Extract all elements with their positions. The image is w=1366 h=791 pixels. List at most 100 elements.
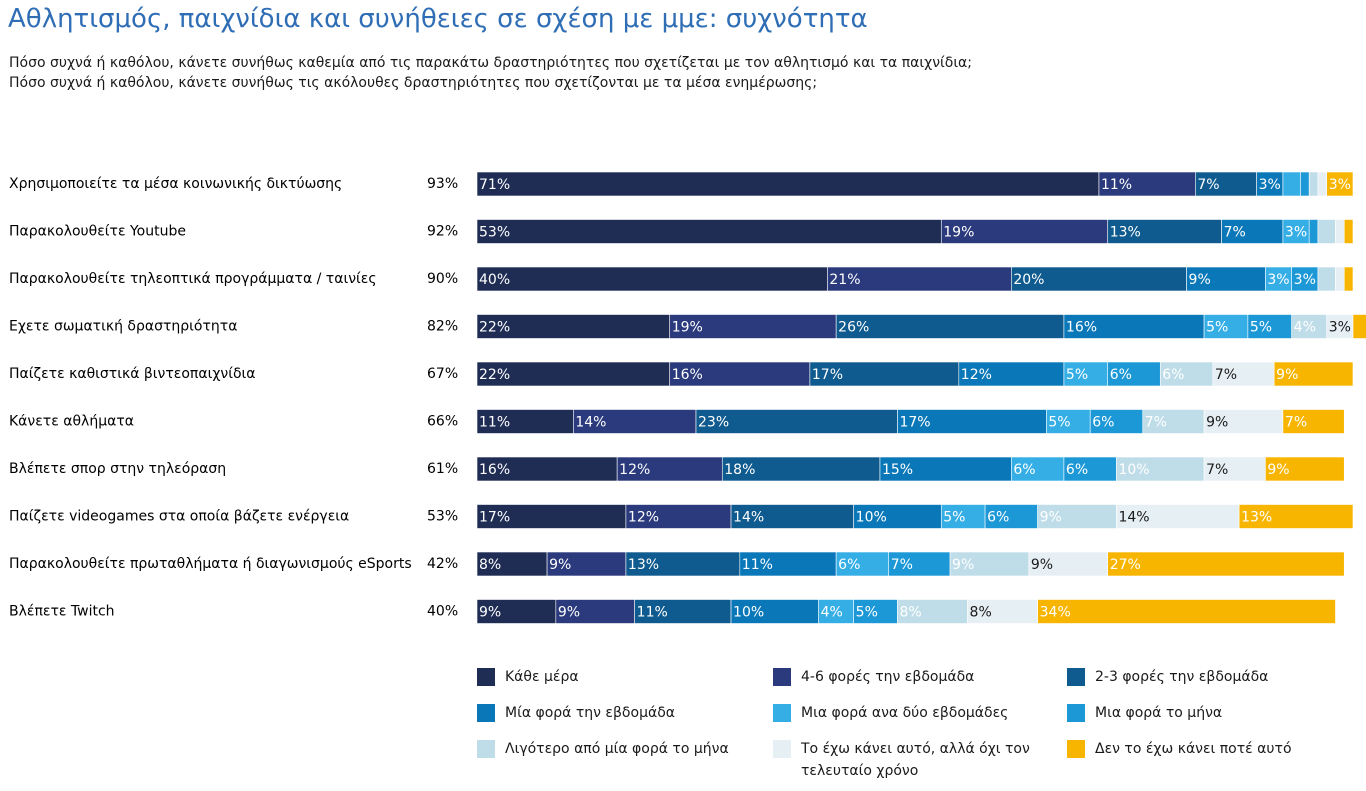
data-label: 5%	[943, 510, 965, 526]
legend-label: 4-6 φορές την εβδομάδα	[801, 669, 975, 685]
data-label: 9%	[479, 605, 501, 621]
bar-segment	[1107, 551, 1345, 577]
data-label: 12%	[628, 510, 659, 526]
bar-segment	[1089, 409, 1144, 434]
data-label: 4%	[1294, 320, 1316, 336]
data-label: 10%	[1118, 462, 1149, 478]
bar-segment	[555, 599, 635, 624]
data-label: 3%	[1267, 272, 1289, 288]
data-label: 27%	[1110, 557, 1141, 573]
data-label: 11%	[479, 415, 510, 431]
bar-segment	[1317, 219, 1336, 244]
category-label: Χρησιμοποιείτε τα μέσα κοινωνικής δικτύω…	[9, 176, 342, 192]
data-label: 10%	[856, 510, 887, 526]
data-label: 12%	[961, 367, 992, 383]
legend-item: 2-3 φορές την εβδομάδα	[1067, 666, 1357, 688]
bar-segment	[721, 456, 881, 482]
data-label: 14%	[1118, 510, 1149, 526]
data-label: 13%	[1241, 510, 1272, 526]
total-label: 90%	[427, 271, 458, 287]
data-label: 17%	[899, 415, 930, 431]
bar-segment	[1282, 219, 1310, 244]
category-label: Παρακολουθείτε τηλεοπτικά προγράμματα / …	[9, 271, 377, 287]
data-label: 26%	[838, 320, 869, 336]
bar-segment	[1326, 171, 1354, 197]
data-label: 16%	[1066, 320, 1097, 336]
bar-segment	[616, 456, 723, 482]
bar-segment	[1203, 409, 1284, 434]
bar-segment	[669, 314, 837, 339]
category-label: Εχετε σωματική δραστηριότητα	[9, 319, 237, 335]
legend-label: Κάθε μέρα	[505, 669, 579, 685]
data-label: 9%	[549, 557, 571, 573]
legend: Κάθε μέρα 4-6 φορές την εβδομάδα 2-3 φορές…	[477, 666, 1357, 782]
data-label: 9%	[1206, 415, 1228, 431]
data-label: 5%	[1206, 320, 1228, 336]
data-label: 3%	[1285, 225, 1307, 241]
data-label: 9%	[1267, 462, 1289, 478]
data-label: 7%	[891, 557, 913, 573]
bar-segment	[476, 409, 574, 434]
data-label: 6%	[987, 510, 1009, 526]
bar-segment	[1221, 219, 1284, 244]
data-label: 3%	[1329, 177, 1351, 193]
data-label: 6%	[1162, 367, 1184, 383]
bar-segment	[1116, 504, 1240, 529]
bar-segment	[1195, 171, 1257, 197]
legend-swatch	[1067, 704, 1085, 722]
data-label: 20%	[1013, 272, 1044, 288]
bar-segment	[853, 599, 898, 624]
data-label: 9%	[1040, 510, 1062, 526]
data-label: 34%	[1040, 605, 1071, 621]
bar-segment	[1107, 219, 1222, 244]
bar-segment	[1326, 314, 1354, 339]
data-label: 9%	[1189, 272, 1211, 288]
data-label: 71%	[479, 177, 510, 193]
bar-segment	[967, 599, 1038, 624]
data-label: 18%	[724, 462, 755, 478]
bar-segment	[1317, 266, 1336, 292]
data-label: 5%	[856, 605, 878, 621]
bar-segment	[1352, 314, 1366, 339]
data-label: 4%	[821, 605, 843, 621]
bar-segment	[1063, 314, 1205, 339]
legend-swatch	[1067, 740, 1085, 758]
data-label: 11%	[637, 605, 668, 621]
legend-item: Κάθε μέρα	[477, 666, 773, 688]
category-label: Βλέπετε σπορ στην τηλεόραση	[9, 461, 226, 477]
legend-label: Μια φορά το μήνα	[1095, 705, 1223, 721]
bar-segment	[1028, 551, 1109, 577]
legend-item: Δεν το έχω κάνει ποτέ αυτό	[1067, 738, 1357, 782]
data-label: 16%	[672, 367, 703, 383]
data-label: 9%	[1031, 557, 1053, 573]
bar-segment	[1116, 456, 1205, 482]
data-label: 14%	[575, 415, 606, 431]
bar-segment	[476, 361, 671, 387]
total-label: 53%	[427, 509, 458, 525]
data-label: 40%	[479, 272, 510, 288]
subtitle: Πόσο συχνά ή καθόλου, κάνετε συνήθως τις…	[9, 75, 818, 91]
legend-label: Το έχω κάνει αυτό, αλλά όχι τον τελευταί…	[801, 741, 1030, 779]
legend-item: Το έχω κάνει αυτό, αλλά όχι τον τελευταί…	[773, 738, 1067, 782]
legend-swatch	[1067, 668, 1085, 686]
bar-segment	[625, 504, 732, 529]
data-label: 19%	[943, 225, 974, 241]
legend-swatch	[773, 740, 791, 758]
bar-segment	[853, 504, 942, 529]
bar-segment	[1256, 171, 1284, 197]
bar-segment	[827, 266, 1012, 292]
bar-segment	[669, 361, 811, 387]
bar-segment	[1011, 266, 1187, 292]
bar-segment	[1063, 456, 1117, 482]
bar-segment	[476, 266, 828, 292]
bar-segment	[1335, 266, 1345, 292]
category-label: Κάνετε αθλήματα	[9, 414, 134, 430]
total-label: 40%	[427, 604, 458, 620]
data-label: 13%	[1110, 225, 1141, 241]
total-label: 61%	[427, 461, 458, 477]
bar-segment	[1107, 361, 1161, 387]
legend-swatch	[773, 668, 791, 686]
data-label: 6%	[1110, 367, 1132, 383]
data-label: 3%	[1294, 272, 1316, 288]
legend-label: Δεν το έχω κάνει ποτέ αυτό	[1095, 741, 1292, 757]
